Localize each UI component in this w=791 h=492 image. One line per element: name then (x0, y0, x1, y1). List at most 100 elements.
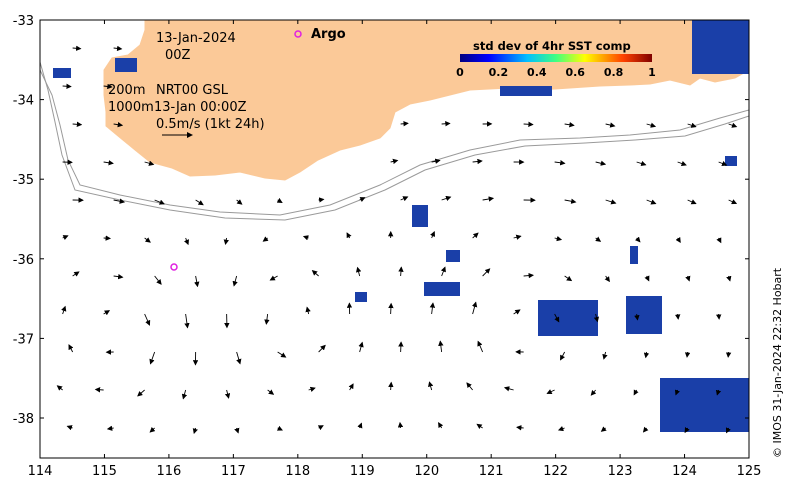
x-tick-label: 118 (285, 464, 310, 479)
argo-legend-marker (294, 30, 302, 38)
current-arrow (113, 45, 123, 52)
current-arrow (595, 236, 602, 242)
current-arrow (400, 121, 409, 127)
current-arrow (646, 199, 657, 205)
current-arrow (560, 351, 566, 361)
current-arrow (715, 389, 722, 396)
current-arrow (590, 389, 597, 396)
current-arrow (600, 426, 607, 432)
current-arrow (355, 266, 362, 277)
current-arrow (644, 275, 650, 282)
y-tick-label: -37 (13, 332, 34, 347)
current-arrow (400, 196, 409, 202)
x-tick-label: 122 (543, 464, 568, 479)
current-arrow (634, 313, 640, 321)
current-arrow (677, 160, 687, 167)
y-tick-label: -35 (13, 173, 34, 188)
current-arrow (154, 199, 165, 205)
date-label: 13-Jan-2024 (156, 31, 236, 46)
current-arrow (113, 198, 126, 204)
current-arrow (66, 425, 73, 431)
current-arrow (236, 351, 242, 365)
current-arrow (605, 122, 616, 128)
argo-float-marker (170, 263, 178, 271)
colorbar (460, 54, 652, 62)
current-arrow (308, 386, 316, 392)
x-tick-label: 123 (608, 464, 633, 479)
x-tick-label: 124 (672, 464, 697, 479)
current-arrow (388, 381, 394, 391)
x-tick-label: 121 (479, 464, 504, 479)
x-tick-label: 125 (737, 464, 762, 479)
sst-stddev-patches (53, 20, 749, 432)
current-arrow (195, 199, 204, 206)
current-arrow (604, 275, 610, 283)
current-arrow (106, 425, 114, 431)
y-tick-label: -33 (13, 14, 34, 29)
current-arrow (476, 423, 483, 430)
colorbar-tick-label: 0 (456, 66, 464, 79)
colorbar-title: std dev of 4hr SST comp (473, 39, 631, 53)
product-time-label: 13-Jan 00:00Z (154, 100, 247, 115)
current-arrow (546, 389, 555, 395)
current-arrow (348, 383, 354, 391)
current-arrow (317, 425, 324, 431)
current-arrow (523, 121, 534, 128)
colorbar-tick-label: 1 (648, 66, 656, 79)
current-arrow (634, 236, 641, 243)
x-tick-label: 116 (156, 464, 181, 479)
current-arrow (687, 122, 697, 128)
current-arrow (441, 195, 452, 202)
current-arrow (675, 236, 681, 243)
current-arrow (103, 310, 111, 316)
current-arrow (276, 425, 283, 431)
product-label: NRT00 GSL (156, 83, 229, 98)
current-arrow (267, 389, 275, 395)
hour-label: 00Z (165, 48, 191, 63)
current-arrow (431, 158, 441, 164)
current-arrow (554, 313, 560, 323)
current-arrow (144, 237, 151, 243)
colorbar-tick-label: 0.8 (604, 66, 624, 79)
depth-1000-label: 1000m (108, 100, 154, 115)
current-vectors (56, 45, 738, 435)
current-arrow (62, 83, 72, 89)
current-arrow (149, 351, 156, 365)
colorbar-tick-label: 0.6 (565, 66, 585, 79)
current-arrow (94, 387, 104, 393)
current-arrow (516, 425, 524, 431)
current-arrow (302, 235, 309, 241)
current-arrow (224, 389, 231, 399)
current-arrow (184, 313, 190, 329)
current-arrow (513, 234, 522, 240)
current-arrow (269, 275, 278, 281)
current-arrow (554, 160, 566, 166)
current-arrow (595, 160, 607, 166)
current-arrow (554, 235, 563, 242)
current-arrow (718, 160, 728, 166)
current-arrow (358, 341, 364, 353)
contour-1000m (40, 61, 749, 221)
current-arrow (482, 268, 491, 277)
current-arrow (687, 199, 697, 205)
current-arrow (605, 199, 617, 205)
current-arrow (223, 237, 229, 246)
current-arrow (728, 199, 738, 205)
current-arrow (113, 121, 124, 128)
current-arrow (311, 270, 319, 277)
colorbar-tick-label: 0.4 (527, 66, 547, 79)
current-arrow (137, 389, 145, 397)
credit-label: © IMOS 31-Jan-2024 22:32 Hobart (771, 267, 784, 458)
current-arrow (194, 275, 200, 288)
current-arrow (318, 344, 326, 353)
current-arrow (438, 340, 444, 353)
current-arrow (472, 158, 483, 165)
current-arrow (318, 197, 325, 203)
current-arrow (684, 351, 691, 358)
current-arrow (513, 309, 521, 315)
current-arrow (646, 122, 657, 128)
current-arrow (397, 421, 404, 429)
current-arrow (642, 426, 649, 433)
current-arrow (103, 160, 114, 166)
